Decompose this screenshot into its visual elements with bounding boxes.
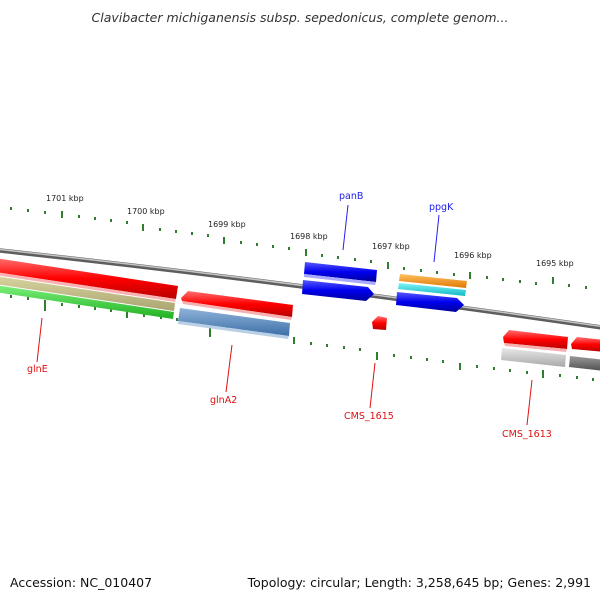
gene-arrow-blue-lower[interactable] — [302, 280, 374, 301]
topology-text: Topology: circular; Length: 3,258,645 bp… — [247, 575, 591, 590]
lower-scale-ticks — [10, 295, 594, 381]
gene-arrow-glnA2[interactable] — [181, 291, 293, 317]
kbp-label-1699: 1699 kbp — [208, 220, 246, 229]
gene-band-cyan[interactable] — [398, 283, 466, 296]
kbp-label-1698: 1698 kbp — [290, 232, 328, 241]
gene-features — [0, 258, 600, 371]
gene-arrow-CMS_1613[interactable] — [503, 330, 568, 349]
label-leaders — [36, 204, 533, 426]
kbp-label-1700: 1700 kbp — [127, 207, 165, 216]
kbp-label-1696: 1696 kbp — [454, 251, 492, 260]
gene-label-ppgK[interactable]: ppgK — [429, 202, 454, 213]
gene-band-green[interactable] — [0, 285, 174, 319]
gene-label-CMS_1615[interactable]: CMS_1615 — [344, 411, 394, 422]
gene-band-olive[interactable] — [0, 276, 175, 311]
map-title: Clavibacter michiganensis subsp. sepedon… — [91, 10, 509, 25]
gene-arrow-CMS_1615[interactable] — [372, 316, 387, 330]
upper-scale-ticks — [10, 207, 587, 289]
gene-label-CMS_1613[interactable]: CMS_1613 — [502, 429, 552, 440]
gene-arrow-blue-right[interactable] — [396, 292, 464, 312]
gene-arrow-panB[interactable] — [304, 262, 377, 282]
kbp-label-1695: 1695 kbp — [536, 259, 574, 268]
genome-backbone — [0, 248, 600, 330]
gene-label-glnE[interactable]: glnE — [27, 364, 48, 375]
gene-label-glnA2[interactable]: glnA2 — [210, 395, 237, 406]
gene-label-panB[interactable]: panB — [339, 191, 363, 202]
kbp-labels: 1701 kbp 1700 kbp 1699 kbp 1698 kbp 1697… — [46, 194, 574, 268]
gene-band-silver[interactable] — [501, 348, 566, 367]
gene-band-dark[interactable] — [569, 356, 600, 371]
kbp-label-1701: 1701 kbp — [46, 194, 84, 203]
gene-labels: panB ppgK glnE glnA2 CMS_1615 CMS_1613 — [27, 191, 552, 440]
gene-band-steel[interactable] — [178, 308, 290, 336]
gene-arrow-right-edge-red[interactable] — [571, 337, 600, 352]
gene-arrow-ppgK[interactable] — [399, 274, 467, 288]
accession-text: Accession: NC_010407 — [10, 575, 153, 590]
kbp-label-1697: 1697 kbp — [372, 242, 410, 251]
gene-arrow-left-red[interactable] — [0, 258, 178, 299]
